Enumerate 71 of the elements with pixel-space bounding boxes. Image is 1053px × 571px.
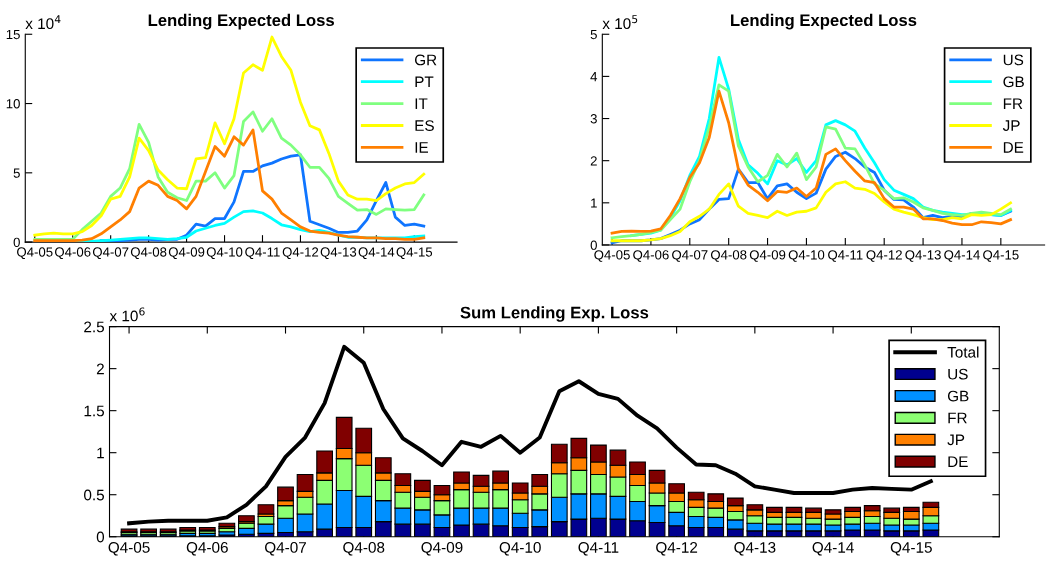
x-tick-label: Q4-08: [343, 542, 385, 556]
legend-label: FR: [948, 412, 967, 424]
x-tick-label: Q4-13: [734, 542, 776, 556]
y-tick-label: 2: [96, 363, 104, 375]
x-tick-label: Q4-09: [421, 542, 463, 556]
legend-label: DE: [948, 456, 968, 467]
legend-label: JP: [947, 434, 965, 446]
legend-label: PT: [415, 76, 434, 88]
legend-label: Total: [947, 346, 979, 358]
legend-label: JP: [1002, 120, 1020, 131]
x-tick-label: Q4-10: [788, 250, 825, 262]
x-tick-label: Q4-14: [944, 250, 980, 262]
x-tick-label: Q4-05: [108, 542, 150, 556]
x-tick-label: Q4-06: [186, 542, 228, 556]
y-tick-label: 1.5: [84, 405, 105, 417]
x-tick-label: Q4-05: [594, 250, 630, 262]
legend-label: US: [948, 368, 968, 380]
legend-label: US: [1003, 54, 1024, 66]
x-tick-label: Q4-06: [55, 247, 91, 260]
x-tick-label: Q4-10: [206, 247, 243, 260]
y-tick-label: 10: [6, 99, 20, 109]
x-tick-label: Q4-09: [749, 250, 786, 262]
x-tick-label: Q4-15: [983, 250, 1019, 262]
x-tick-label: Q4-06: [633, 250, 669, 262]
x-tick-label: Q4-14: [812, 542, 854, 556]
x-tick-label: Q4-13: [320, 247, 357, 260]
legend-label: ES: [415, 120, 434, 131]
x-tick-label: Q4-15: [890, 542, 932, 556]
x-tick-label: Q4-13: [905, 250, 941, 262]
x-tick-label: Q4-07: [672, 250, 708, 262]
x-tick-label: Q4-11: [578, 542, 619, 556]
y-tick-label: 0: [13, 237, 20, 248]
x-tick-label: Q4-12: [866, 250, 902, 262]
y-tick-label: 3: [590, 114, 597, 124]
legend-label: DE: [1003, 142, 1024, 153]
y-tick-label: 5: [13, 168, 20, 178]
y-tick-label: 0.5: [84, 489, 105, 501]
legend-label: IT: [415, 98, 428, 109]
y-tick-label: 0: [96, 531, 105, 543]
y-tick-label: 0: [590, 240, 597, 250]
text: x 10$^{5}$: [602, 15, 638, 30]
y-tick-label: 4: [590, 72, 598, 82]
x-tick-label: Q4-08: [130, 247, 167, 260]
x-tick-label: Q4-07: [265, 542, 306, 556]
chart-title: Sum Lending Exp. Loss: [460, 306, 649, 322]
x-tick-label: Q4-05: [17, 247, 53, 260]
y-tick-label: 2: [590, 156, 597, 166]
y-tick-label: 5: [590, 29, 597, 40]
x-tick-label: Q4-12: [282, 247, 319, 260]
legend-label: GB: [1003, 76, 1024, 88]
x-tick-label: Q4-12: [656, 542, 698, 556]
y-tick-label: 1: [591, 198, 597, 208]
x-tick-label: Q4-11: [828, 250, 863, 262]
x-tick-label: Q4-09: [168, 247, 205, 260]
x-tick-label: Q4-08: [710, 250, 747, 262]
chart-title: Lending Expected Loss: [731, 13, 917, 30]
x-tick-label: Q4-11: [245, 247, 280, 260]
legend-label: GB: [947, 390, 969, 402]
x-tick-label: Q4-15: [396, 247, 433, 260]
legend-label: FR: [1003, 98, 1023, 109]
legend-label: GR: [414, 54, 437, 66]
x-tick-label: Q4-14: [358, 247, 395, 260]
y-tick-label: 1: [97, 447, 104, 459]
text: x 10$^{6}$: [109, 307, 145, 322]
chart-title: Lending Expected Loss: [148, 13, 334, 30]
x-tick-label: Q4-10: [499, 542, 541, 556]
y-tick-label: 2.5: [84, 321, 105, 333]
legend-label: IE: [415, 142, 428, 153]
x-tick-label: Q4-07: [92, 247, 129, 260]
text: x 10$^{4}$: [25, 15, 61, 30]
y-tick-label: 15: [6, 29, 20, 40]
